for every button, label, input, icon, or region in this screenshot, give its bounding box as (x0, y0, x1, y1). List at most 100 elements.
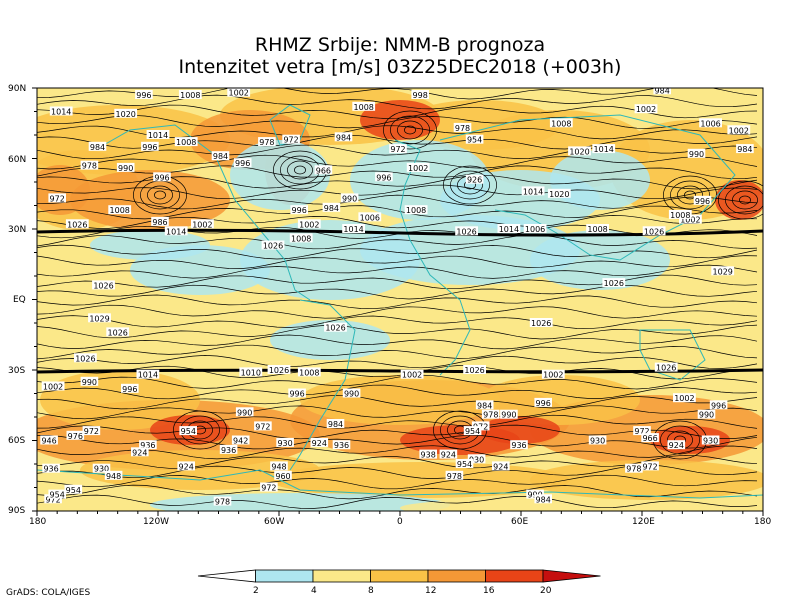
colorbar-segment (370, 569, 429, 583)
pressure-label-bg (88, 141, 107, 151)
pressure-value: 1026 (456, 227, 476, 236)
pressure-label: 924 (131, 447, 149, 457)
pressure-label: 972 (633, 426, 651, 436)
cyclone-ring (147, 185, 173, 205)
pressure-label: 1014 (164, 226, 188, 236)
pressure-label-bg (500, 409, 518, 419)
pressure-label: 946 (40, 435, 58, 446)
lat-label-30s: 30S (8, 366, 26, 376)
pressure-value: 1008 (176, 138, 196, 147)
pressure-value: 978 (215, 498, 230, 507)
pressure-label-bg (534, 494, 552, 504)
pressure-label-bg (592, 144, 616, 154)
chart-subtitle: Intenzitet vetra [m/s] 03Z25DEC2018 (+00… (178, 56, 622, 78)
pressure-label: 966 (641, 433, 659, 443)
pressure-label-bg (88, 313, 111, 323)
pressure-label-bg (146, 130, 170, 139)
pressure-label: 936 (219, 444, 238, 455)
pressure-value: 984 (655, 86, 670, 95)
lon-label-120e: 120E (632, 517, 655, 527)
pressure-label: 930 (588, 435, 607, 446)
pressure-label: 1002 (400, 369, 424, 380)
isobar (37, 474, 758, 490)
pressure-label-bg (42, 463, 60, 473)
pressure-label-bg (270, 461, 288, 471)
pressure-value: 986 (152, 218, 167, 227)
pressure-label-bg (465, 174, 484, 184)
pressure-value: 996 (536, 399, 551, 408)
pressure-label-bg (701, 435, 720, 445)
pressure-value: 972 (255, 422, 270, 431)
pressure-value: 984 (536, 495, 551, 504)
isobar (37, 94, 758, 110)
pressure-label-bg (41, 381, 65, 391)
pressure-label-bg (282, 134, 300, 144)
pressure-value: 1020 (116, 110, 136, 119)
pressure-label-bg (445, 470, 464, 480)
pressure-label-bg (92, 463, 111, 473)
pressure-label-bg (727, 125, 751, 135)
isobar (37, 315, 758, 330)
pressure-value: 990 (501, 411, 516, 420)
pressure-label-bg (521, 186, 545, 196)
pressure-label-bg (523, 224, 547, 233)
pressure-label: 990 (697, 409, 716, 420)
wind-speed-patch (300, 375, 500, 425)
isobar (37, 344, 758, 360)
pressure-label: 1014 (136, 369, 160, 380)
pressure-label: 1026 (654, 362, 678, 373)
isobar (37, 334, 758, 350)
pressure-value: 1008 (670, 211, 690, 220)
pressure-value: 1029 (89, 314, 109, 323)
pressure-label-bg (49, 106, 73, 116)
pressure-label: 972 (389, 144, 407, 154)
pressure-label-bg (254, 421, 272, 431)
pressure-label: 996 (290, 205, 308, 215)
pressure-label: 930 (276, 437, 294, 448)
pressure-label-bg (481, 409, 500, 419)
chart-title: RHMZ Srbije: NMM-B prognoza (254, 34, 546, 56)
pressure-value: 936 (140, 441, 155, 450)
pressure-label-bg (625, 463, 643, 473)
isobar (37, 165, 758, 180)
pressure-label-bg (332, 440, 351, 450)
lat-label-30n: 30N (8, 225, 27, 235)
pressure-label: 984 (322, 202, 341, 213)
cyclone-ring (450, 170, 490, 200)
pressure-label: 1008 (289, 233, 313, 243)
pressure-label: 984 (653, 86, 671, 95)
pressure-value: 948 (106, 472, 121, 481)
pressure-label: 1008 (668, 209, 692, 220)
pressure-label: 926 (465, 174, 484, 185)
pressure-value: 978 (447, 472, 462, 481)
pressure-label: 990 (116, 162, 135, 173)
pressure-label: 978 (213, 496, 232, 507)
colorbar-segment (427, 569, 486, 583)
pressure-value: 1026 (108, 328, 128, 337)
pressure-label: 978 (80, 160, 99, 171)
pressure-label-bg (342, 224, 365, 233)
pressure-label: 942 (231, 435, 250, 446)
pressure-label-bg (310, 437, 329, 447)
pressure-label: 978 (481, 409, 500, 420)
pressure-label-bg (92, 280, 115, 290)
pressure-value: 930 (703, 437, 718, 446)
lon-label-60w: 60W (264, 517, 285, 527)
pressure-label-bg (679, 214, 702, 224)
pressure-label: 1026 (463, 365, 486, 375)
pressure-value: 972 (634, 427, 649, 436)
pressure-label-bg (375, 172, 393, 182)
pressure-value: 1008 (180, 91, 200, 100)
isobar (37, 144, 758, 160)
isobar (37, 384, 758, 400)
pressure-label-bg (358, 212, 382, 222)
pressure-value: 1008 (291, 234, 311, 243)
cyclone-ring (390, 115, 430, 145)
pressure-label: 954 (465, 134, 484, 145)
pressure-label-bg (288, 388, 306, 398)
cyclone-ring (718, 180, 763, 220)
pressure-value: 972 (84, 427, 99, 436)
wind-speed-patch (715, 180, 763, 220)
pressure-label: 1026 (602, 278, 626, 288)
